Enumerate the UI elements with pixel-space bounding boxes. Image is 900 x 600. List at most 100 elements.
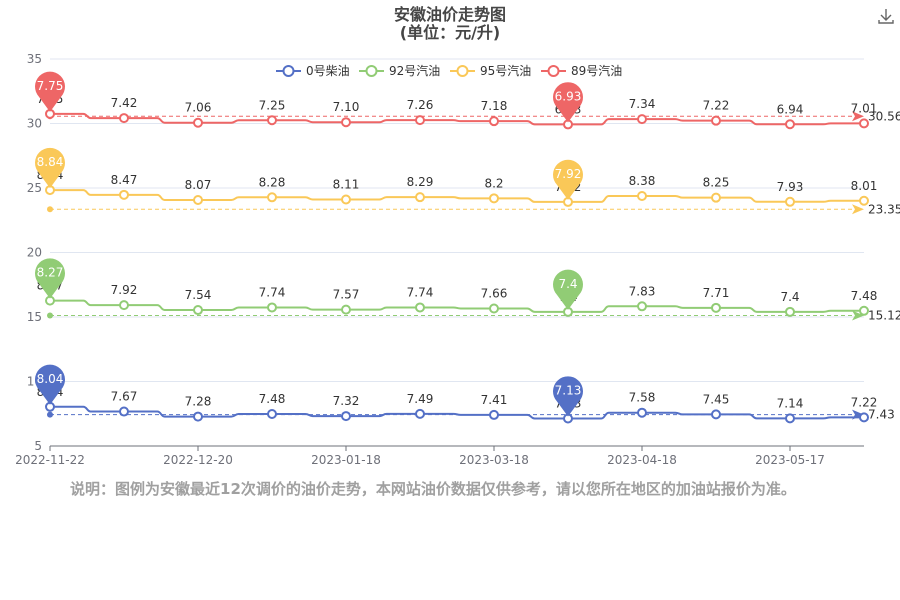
data-point[interactable] — [859, 412, 869, 423]
max-marker-shape — [35, 147, 65, 189]
max-marker-shape — [35, 258, 65, 299]
download-icon[interactable] — [876, 6, 896, 26]
data-point[interactable] — [637, 114, 647, 125]
data-label: 8.29 — [407, 175, 434, 189]
data-label: 8.07 — [185, 178, 212, 192]
data-point[interactable] — [415, 192, 425, 203]
data-point[interactable] — [341, 194, 351, 205]
min-marker-shape — [553, 159, 583, 200]
min-marker-label: 7.4 — [558, 277, 577, 291]
data-point[interactable] — [489, 303, 499, 314]
legend[interactable]: 0号柴油 92号汽油 95号汽油 89号汽油 — [276, 63, 622, 78]
data-label: 7.34 — [629, 97, 656, 111]
series-lines — [50, 112, 864, 420]
data-label: 7.01 — [851, 101, 878, 115]
data-point[interactable] — [785, 413, 795, 424]
average-lines: 7.43 15.12 23.35 30.56 — [47, 109, 900, 422]
data-point[interactable] — [637, 301, 647, 312]
data-label: 8.28 — [259, 175, 286, 189]
data-point[interactable] — [267, 409, 277, 420]
legend-item[interactable]: 89号汽油 — [541, 63, 622, 78]
data-label: 7.42 — [111, 96, 138, 110]
data-label: 8.2 — [484, 176, 503, 190]
min-marker: 6.93 — [553, 82, 583, 123]
data-point[interactable] — [637, 190, 647, 201]
data-label: 7.48 — [851, 289, 878, 303]
data-label: 7.48 — [259, 392, 286, 406]
data-point[interactable] — [785, 119, 795, 130]
chart-title: 安徽油价走势图 — [394, 5, 506, 24]
data-label: 7.45 — [703, 392, 730, 406]
legend-label: 95号汽油 — [480, 63, 531, 78]
series-line — [50, 405, 864, 420]
x-tick-label: 2023-05-17 — [755, 453, 825, 467]
max-marker-shape — [35, 71, 65, 112]
max-marker-label: 8.27 — [37, 266, 64, 280]
data-point[interactable] — [489, 409, 499, 420]
data-point[interactable] — [859, 118, 869, 129]
legend-item[interactable]: 92号汽油 — [359, 63, 440, 78]
data-point[interactable] — [193, 305, 203, 316]
data-points — [45, 108, 869, 424]
average-line-arrow — [852, 111, 864, 122]
data-point[interactable] — [415, 302, 425, 313]
data-point[interactable] — [637, 407, 647, 418]
data-point[interactable] — [119, 300, 129, 311]
data-point[interactable] — [193, 117, 203, 128]
min-marker: 7.13 — [553, 376, 583, 417]
data-point[interactable] — [119, 113, 129, 124]
data-point[interactable] — [711, 192, 721, 203]
data-point[interactable] — [489, 193, 499, 204]
data-point[interactable] — [193, 194, 203, 205]
data-label: 7.74 — [407, 285, 434, 299]
data-label: 7.10 — [333, 100, 360, 114]
data-point[interactable] — [267, 115, 277, 126]
data-point[interactable] — [859, 305, 869, 316]
legend-item[interactable]: 95号汽油 — [450, 63, 531, 78]
data-label: 7.22 — [851, 395, 878, 409]
data-point[interactable] — [193, 411, 203, 422]
data-point[interactable] — [341, 304, 351, 315]
data-point[interactable] — [267, 192, 277, 203]
data-point[interactable] — [415, 115, 425, 126]
data-point[interactable] — [711, 115, 721, 126]
min-marker: 7.92 — [553, 159, 583, 200]
data-point[interactable] — [711, 409, 721, 420]
legend-item[interactable]: 0号柴油 — [276, 64, 350, 78]
legend-marker — [282, 65, 295, 77]
data-point[interactable] — [341, 411, 351, 422]
data-label: 7.14 — [777, 396, 804, 410]
min-marker-label: 6.93 — [555, 89, 582, 103]
data-label: 7.83 — [629, 284, 656, 298]
data-point[interactable] — [785, 196, 795, 207]
data-point[interactable] — [119, 189, 129, 200]
average-line-label: 7.43 — [868, 408, 895, 422]
data-point[interactable] — [267, 302, 277, 313]
data-label: 7.28 — [185, 395, 212, 409]
data-label: 7.57 — [333, 288, 360, 302]
data-point[interactable] — [415, 408, 425, 419]
data-point[interactable] — [859, 195, 869, 206]
legend-label: 0号柴油 — [306, 64, 350, 78]
data-point[interactable] — [119, 406, 129, 417]
data-point[interactable] — [785, 306, 795, 317]
max-marker: 8.27 — [35, 258, 65, 299]
data-label: 8.25 — [703, 176, 730, 190]
data-label: 7.32 — [333, 394, 360, 408]
data-point[interactable] — [341, 117, 351, 128]
max-marker: 8.84 — [35, 147, 65, 189]
y-tick-label: 5 — [34, 439, 42, 453]
data-point[interactable] — [489, 116, 499, 127]
min-marker-shape — [553, 82, 583, 123]
data-label: 7.25 — [259, 98, 286, 112]
series-line — [50, 112, 864, 126]
data-point[interactable] — [711, 302, 721, 313]
data-label: 7.74 — [259, 285, 286, 299]
average-line-label: 23.35 — [868, 202, 900, 216]
data-label: 7.58 — [629, 391, 656, 405]
data-label: 7.92 — [111, 283, 138, 297]
series-line — [50, 299, 864, 313]
average-line-arrow — [852, 204, 864, 215]
min-marker-label: 7.13 — [555, 384, 582, 398]
data-label: 7.71 — [703, 286, 730, 300]
